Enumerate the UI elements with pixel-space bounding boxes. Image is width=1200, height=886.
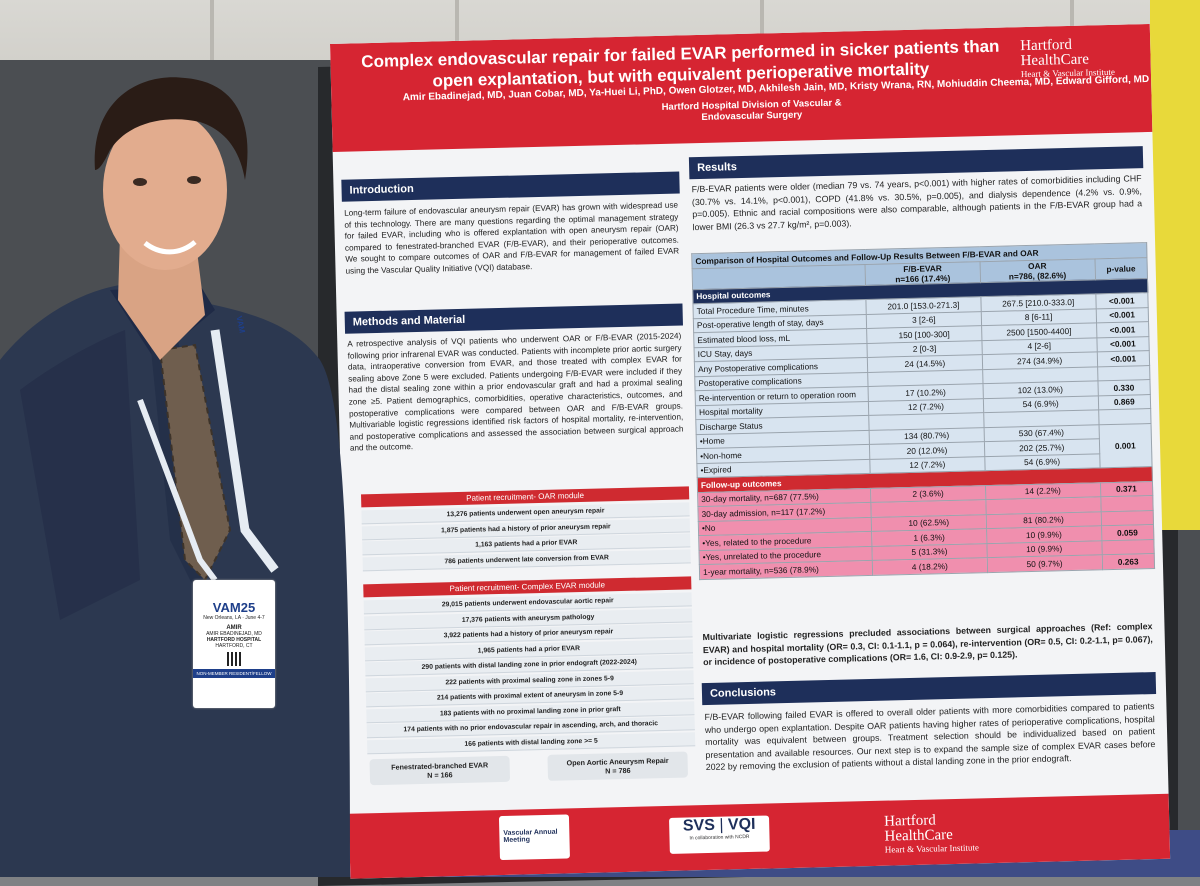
final-fb-evar-box: Fenestrated-branched EVAR N = 166 — [369, 755, 511, 786]
qr-code-icon — [227, 652, 241, 666]
presenter-figure — [0, 77, 350, 877]
hartford-healthcare-footer-logo: Hartford HealthCare Heart & Vascular Ins… — [883, 812, 980, 855]
introduction-heading: Introduction — [341, 171, 680, 202]
results-text: F/B-EVAR patients were older (median 79 … — [691, 173, 1143, 232]
poster-header: Complex endovascular repair for failed E… — [330, 23, 1153, 152]
conclusions-text: F/B-EVAR following failed EVAR is offere… — [704, 701, 1156, 773]
regression-text: Multivariate logistic regressions preclu… — [702, 621, 1153, 668]
methods-heading: Methods and Material — [344, 303, 683, 334]
research-poster: Complex endovascular repair for failed E… — [330, 23, 1171, 879]
methods-text: A retrospective analysis of VQI patients… — [347, 331, 684, 453]
conclusions-heading: Conclusions — [701, 672, 1157, 706]
col-fb-evar: F/B-EVAR n=166 (17.4%) — [865, 261, 981, 285]
conference-badge: VAM25 New Orleans, LA · June 4-7 AMIR AM… — [193, 580, 275, 708]
col-p-value: p-value — [1094, 257, 1148, 280]
col-oar: OAR n=786, (82.6%) — [979, 258, 1096, 283]
results-table: Comparison of Hospital Outcomes and Foll… — [691, 242, 1155, 580]
poster-affiliation: Hartford Hospital Division of Vascular &… — [661, 97, 842, 123]
introduction-text: Long-term failure of endovascular aneury… — [344, 200, 680, 276]
hartford-healthcare-logo: Hartford HealthCare Heart & Vascular Ins… — [1020, 36, 1116, 80]
vam-logo: Vascular Annual Meeting — [498, 814, 570, 861]
final-oar-box: Open Aortic Aneurysm Repair N = 786 — [547, 751, 689, 781]
svs-vqi-logo: SVS | VQI In collaboration with NCDR — [669, 815, 770, 854]
